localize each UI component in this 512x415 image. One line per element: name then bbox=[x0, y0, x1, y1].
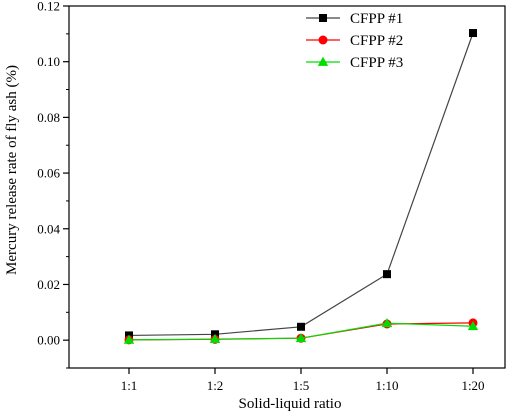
plot-frame bbox=[68, 5, 506, 369]
y-axis-title: Mercury release rate of fly ash (%) bbox=[4, 65, 20, 275]
legend-marker bbox=[319, 14, 327, 22]
y-axis: 0.00 0.02 0.04 0.06 0.08 0.10 0.12 bbox=[37, 0, 69, 369]
y-tick-label: 0.02 bbox=[37, 277, 60, 292]
data-point bbox=[123, 334, 135, 344]
legend-item: CFPP #3 bbox=[306, 55, 403, 71]
series-line bbox=[128, 32, 474, 337]
y-tick-label: 0.04 bbox=[37, 221, 60, 236]
x-tick-label: 1:2 bbox=[207, 378, 224, 393]
x-axis-title: Solid-liquid ratio bbox=[239, 396, 342, 412]
data-point bbox=[209, 333, 221, 343]
y-tick-label: 0.12 bbox=[37, 0, 60, 14]
data-point bbox=[469, 29, 477, 38]
series-3 bbox=[123, 317, 479, 344]
series-layer bbox=[123, 29, 479, 345]
x-tick-label: 1:5 bbox=[293, 378, 310, 393]
x-tick-label: 1:20 bbox=[461, 378, 484, 393]
data-point bbox=[297, 322, 305, 331]
plot-area-border bbox=[68, 5, 506, 369]
x-axis: 1:1 1:2 1:5 1:10 1:20 bbox=[121, 368, 485, 393]
data-point bbox=[383, 270, 391, 279]
legend-label: CFPP #3 bbox=[350, 55, 403, 71]
y-tick-label: 0.06 bbox=[37, 166, 60, 181]
data-point bbox=[381, 317, 393, 328]
data-point bbox=[467, 321, 479, 331]
y-tick-label: 0.08 bbox=[37, 110, 60, 125]
series-1 bbox=[125, 29, 477, 340]
x-tick-label: 1:10 bbox=[375, 378, 398, 393]
legend-item: CFPP #2 bbox=[306, 33, 403, 49]
x-tick-label: 1:1 bbox=[121, 378, 138, 393]
legend: CFPP #1 CFPP #2 CFPP #3 bbox=[306, 11, 403, 71]
legend-marker bbox=[317, 56, 329, 66]
data-point bbox=[295, 333, 307, 343]
y-tick-label: 0.00 bbox=[37, 333, 60, 348]
legend-marker bbox=[318, 35, 328, 45]
legend-item: CFPP #1 bbox=[306, 11, 403, 27]
legend-label: CFPP #1 bbox=[350, 11, 403, 27]
legend-label: CFPP #2 bbox=[350, 33, 403, 49]
y-tick-label: 0.10 bbox=[37, 54, 60, 69]
